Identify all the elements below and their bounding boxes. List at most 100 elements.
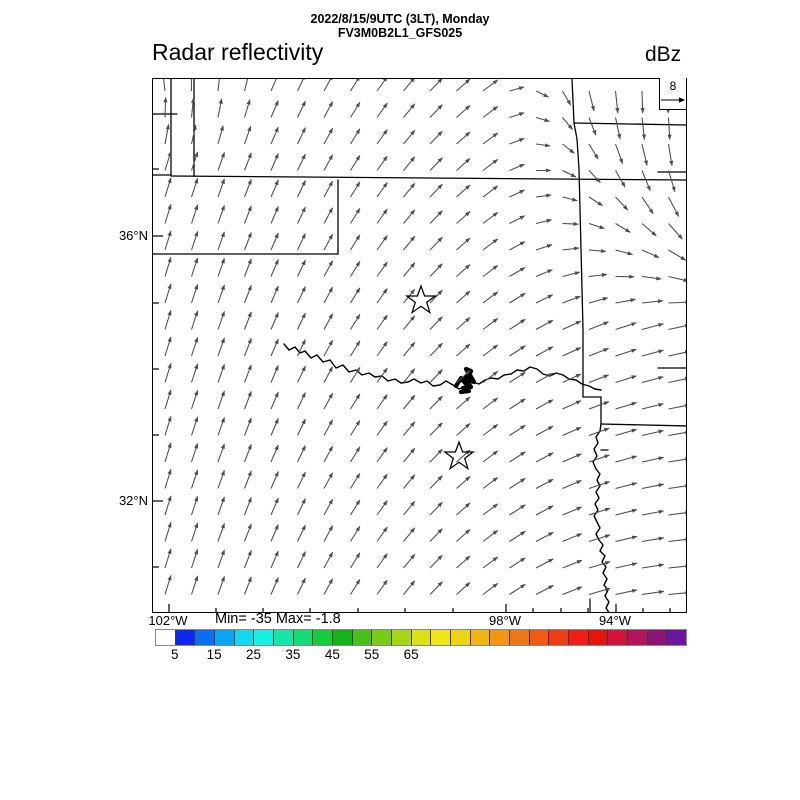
wind-vector-arrow [403,553,416,569]
wind-vector-arrow [641,456,665,463]
wind-vector-arrow [667,143,674,167]
wind-vector-arrow [190,124,197,145]
wind-vector-arrow [191,177,199,198]
colorbar-swatch [333,630,353,645]
page-title: Radar reflectivity [152,39,324,65]
wind-vector-arrow [376,579,388,595]
wind-vector-arrow [429,448,443,463]
colorbar-swatch [647,630,668,645]
wind-vector-arrow [535,346,554,357]
wind-vector-arrow [191,283,199,304]
wind-vector-arrow [588,90,595,112]
wind-vector-arrow [270,179,279,198]
wind-vector-arrow [270,285,279,304]
colorbar-tick-labels: 5 15 25 35 45 55 65 [155,647,687,665]
right-arrow-icon [661,97,685,103]
wind-vector-arrow [588,481,611,489]
wind-vector-arrow [376,235,388,251]
wind-vector-arrow [482,450,499,463]
wind-vector-arrow [403,315,416,330]
wind-vector-arrow [429,342,443,357]
wind-vector-arrow [403,209,416,224]
wind-vector-arrow [244,523,252,542]
wind-vector-arrow [270,99,279,118]
wind-vector-arrow [588,401,610,410]
wind-vector-arrow [323,392,334,410]
wind-vector-arrow [217,337,225,357]
wind-vector-arrow [270,444,279,463]
wind-vector-arrow [615,223,631,233]
wind-vector-arrow [482,238,499,251]
wind-vector-arrow [509,424,526,436]
wind-vector-arrow [456,555,471,569]
wind-vector-arrow [217,98,223,118]
map-plot-area[interactable]: [] [152,78,687,613]
wind-vector-arrow [191,151,199,171]
wind-vector-arrow [482,264,499,277]
wind-vector-arrow [217,390,225,410]
wind-vector-arrow [562,426,582,436]
colorbar-swatch [431,630,452,645]
min-max-annotation: Min= -35 Max= -1.8 [215,611,341,627]
wind-vector-arrow [429,501,443,516]
wind-vector-arrow [588,454,610,463]
wind-vector-arrow [535,319,554,330]
wind-vector-arrow [562,271,581,278]
wind-vector-arrow [270,232,279,251]
wind-vector-arrow [217,575,225,595]
wind-vector-arrow [376,367,388,383]
colorbar-swatch [608,630,629,645]
wind-vector-arrow [641,249,660,258]
wind-vector-arrow [323,578,334,595]
wind-vector-arrow [641,376,664,384]
wind-vector-arrow [588,561,611,569]
wind-vector-arrow [350,499,361,516]
wind-vector-arrow [588,170,601,183]
wind-vector-arrow [297,233,306,251]
wind-vector-arrow [456,423,471,436]
wind-vector-arrow [244,443,252,463]
wind-vector-arrow [482,556,499,569]
wind-vector-arrow [535,294,554,304]
wind-vector-arrow [217,310,225,330]
wind-vector-arrow [164,389,172,410]
wind-vector-arrow [350,472,361,489]
wind-vector-arrow [376,102,388,118]
wind-vector-arrow [509,138,525,145]
wind-vector-arrow [164,256,172,277]
wind-vector-arrow [482,158,499,171]
wind-vector-arrow [615,428,638,437]
wind-vector-arrow [615,535,638,543]
colorbar-swatch [569,630,589,645]
wind-vector-arrow [535,244,553,251]
wind-vector-arrow [270,523,279,542]
map-canvas: [] [153,79,686,612]
wind-vector-arrow [482,211,499,224]
wind-vector-arrow [562,400,582,410]
wind-vector-arrow [164,123,170,145]
colorbar-swatch [156,630,176,645]
wind-vector-arrow [244,470,252,489]
wind-vector-arrow [244,125,252,145]
wind-vector-arrow [350,366,361,383]
colorbar[interactable] [155,629,687,646]
wind-vector-arrow [668,300,686,305]
wind-vector-arrow [244,576,252,595]
wind-vector-arrow [164,468,172,489]
wind-vector-arrow [217,469,225,489]
colorbar-swatch [628,630,648,645]
wind-vector-arrow [509,371,526,383]
colorbar-swatch [352,630,373,645]
wind-vector-arrow [350,234,361,251]
wind-vector-arrow [164,230,172,251]
lon-tick-label-94w: 94°W [599,613,631,628]
wind-vector-arrow [641,349,664,357]
wind-vector-arrow [244,364,252,383]
wind-vector-arrow [217,125,224,145]
wind-vector-arrow [350,446,361,463]
wind-vector-arrow [270,338,279,357]
wind-vector-arrow [668,537,686,543]
wind-vector-arrow [482,344,499,357]
wind-vector-arrow [403,129,416,145]
wind-vector-arrow [297,445,306,463]
